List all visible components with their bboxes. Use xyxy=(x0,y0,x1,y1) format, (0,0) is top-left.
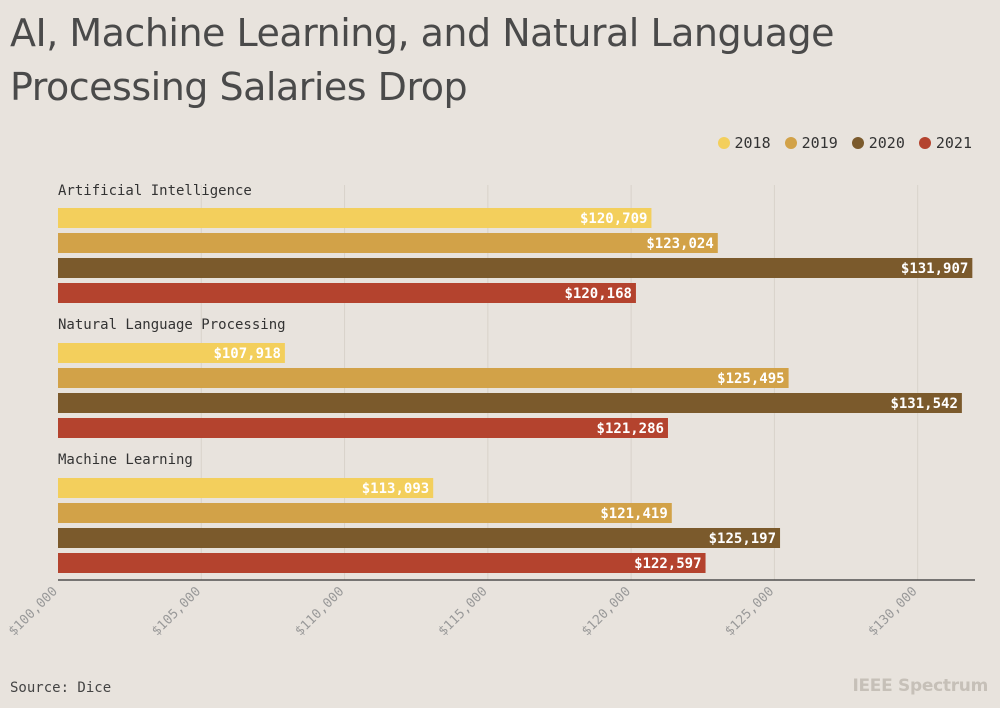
x-tick-label: $115,000 xyxy=(436,584,491,639)
legend-label: 2020 xyxy=(868,134,905,152)
bar-2020 xyxy=(58,258,973,278)
legend-label: 2021 xyxy=(935,134,972,152)
x-tick-label: $100,000 xyxy=(6,584,61,639)
x-tick-label: $130,000 xyxy=(866,584,921,639)
data-label: $120,709 xyxy=(580,211,647,227)
bar-2021 xyxy=(58,283,636,303)
data-label: $121,419 xyxy=(600,506,667,522)
brand-logo: IEEE Spectrum xyxy=(852,676,988,696)
bar-2021 xyxy=(58,553,706,573)
bar-2018 xyxy=(58,343,285,363)
x-tick-label: $110,000 xyxy=(293,584,348,639)
legend-item-2020: 2020 xyxy=(851,134,905,152)
legend-swatch xyxy=(918,137,931,149)
data-label: $107,918 xyxy=(213,346,280,362)
bar-2019 xyxy=(58,368,789,388)
bar-2019 xyxy=(58,233,718,253)
x-tick-label: $125,000 xyxy=(722,584,777,639)
legend-label: 2019 xyxy=(801,134,838,152)
data-label: $121,286 xyxy=(597,421,664,437)
data-label: $123,024 xyxy=(646,236,713,252)
legend-item-2018: 2018 xyxy=(717,134,771,152)
legend-swatch xyxy=(784,137,797,149)
legend-swatch xyxy=(851,137,864,149)
source-note: Source: Dice xyxy=(10,680,112,696)
bar-2020 xyxy=(58,393,962,413)
data-label: $120,168 xyxy=(565,286,632,302)
bar-2019 xyxy=(58,503,672,523)
category-label: Artificial Intelligence xyxy=(58,183,252,199)
legend: 2018 2019 2020 2021 xyxy=(717,134,972,152)
data-label: $131,907 xyxy=(901,261,968,277)
bar-2018 xyxy=(58,478,434,498)
chart-title: AI, Machine Learning, and Natural Langua… xyxy=(10,11,834,109)
data-label: $131,542 xyxy=(890,396,957,412)
bar-2018 xyxy=(58,208,652,228)
data-label: $122,597 xyxy=(634,556,701,572)
data-label: $125,495 xyxy=(717,371,784,387)
legend-item-2021: 2021 xyxy=(918,134,972,152)
x-tick-label: $105,000 xyxy=(149,584,204,639)
data-label: $125,197 xyxy=(709,531,776,547)
data-label: $113,093 xyxy=(362,481,429,497)
legend-label: 2018 xyxy=(734,134,771,152)
legend-swatch xyxy=(717,137,730,149)
category-label: Machine Learning xyxy=(58,452,193,468)
bar-2021 xyxy=(58,418,668,438)
bar-2020 xyxy=(58,528,781,548)
x-tick-label: $120,000 xyxy=(579,584,634,639)
legend-item-2019: 2019 xyxy=(784,134,838,152)
category-label: Natural Language Processing xyxy=(58,317,286,333)
